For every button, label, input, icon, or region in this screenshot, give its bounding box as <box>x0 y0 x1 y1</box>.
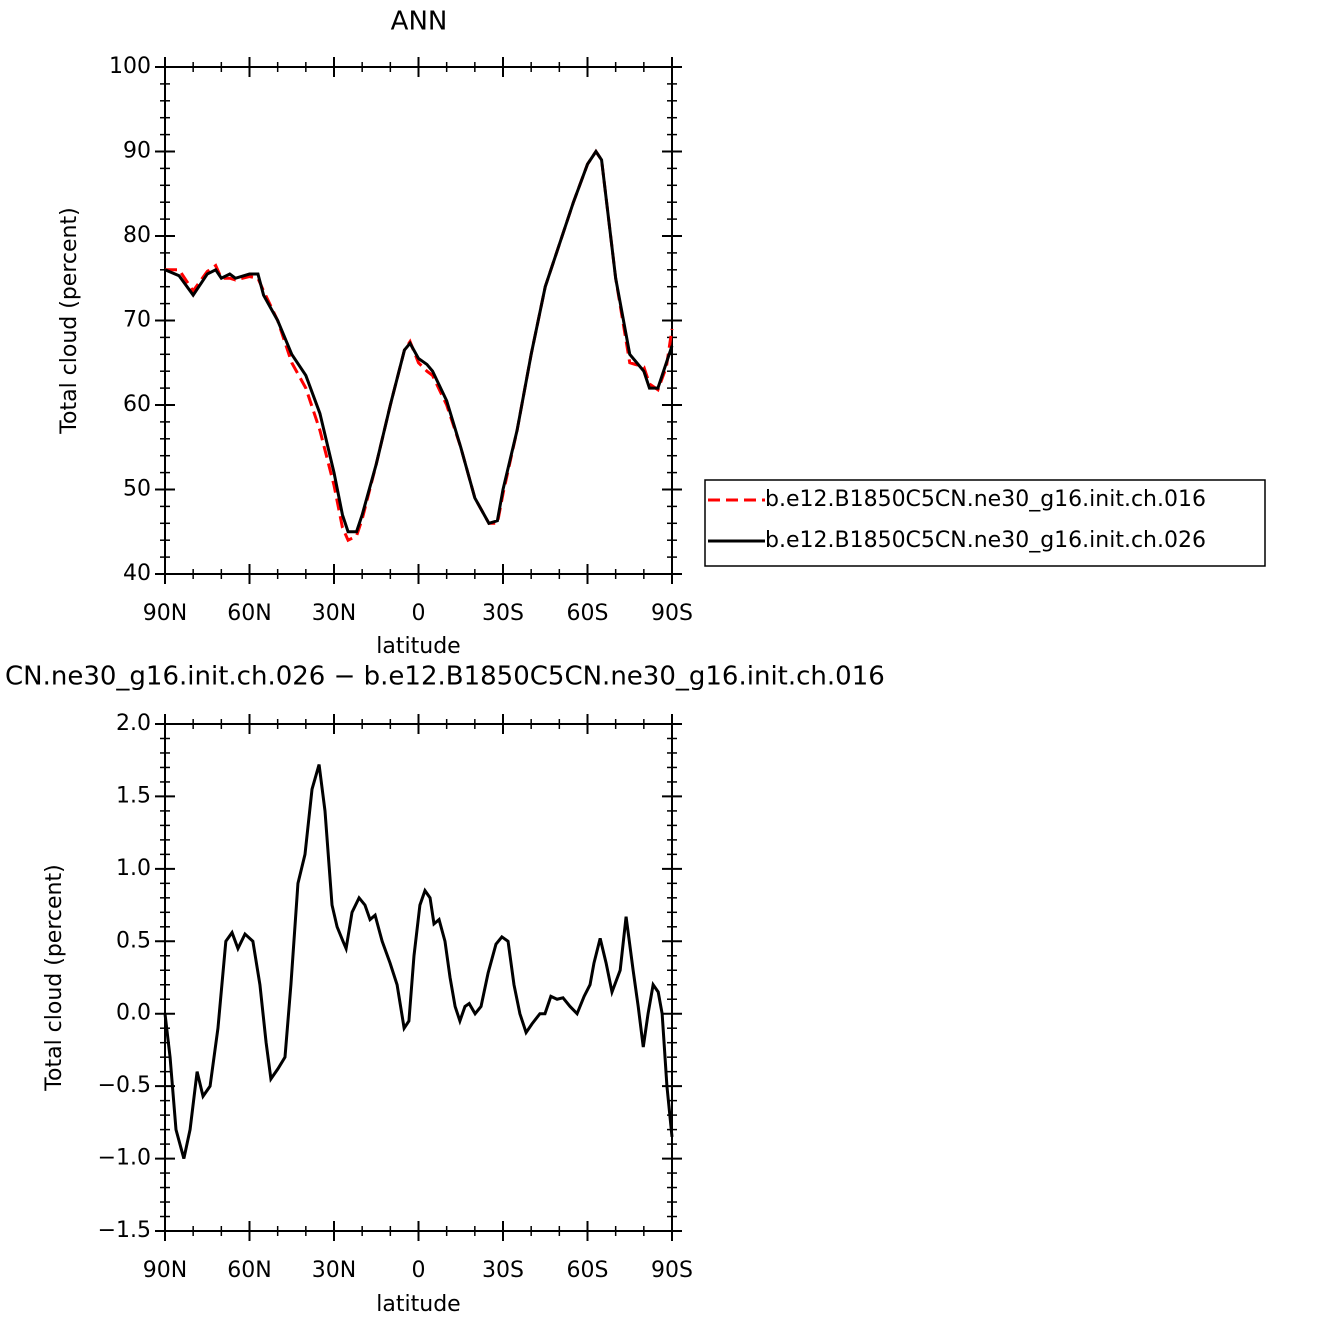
y-tick-label: −0.5 <box>98 1073 151 1098</box>
x-tick-label: 30S <box>482 601 524 626</box>
legend-label: b.e12.B1850C5CN.ne30_g16.init.ch.026 <box>765 528 1206 553</box>
x-tick-label: 60N <box>227 1258 271 1283</box>
x-tick-label: 90N <box>143 1258 187 1283</box>
legend-label: b.e12.B1850C5CN.ne30_g16.init.ch.016 <box>765 487 1206 512</box>
y-tick-label: 40 <box>123 561 151 586</box>
y-tick-label: 90 <box>123 139 151 164</box>
y-axis-label: Total cloud (percent) <box>57 207 82 434</box>
x-tick-label: 90S <box>651 1258 693 1283</box>
y-tick-label: 0.5 <box>116 928 151 953</box>
x-tick-label: 60S <box>567 1258 609 1283</box>
chart-title: CN.ne30_g16.init.ch.026 − b.e12.B1850C5C… <box>5 662 885 692</box>
y-tick-label: −1.0 <box>98 1146 151 1171</box>
series-line <box>165 148 674 543</box>
y-tick-label: 60 <box>123 392 151 417</box>
legend-box <box>704 479 1266 567</box>
x-tick-label: 0 <box>412 1258 426 1283</box>
y-axis-label: Total cloud (percent) <box>42 864 67 1091</box>
plot-frame <box>164 66 673 575</box>
y-tick-label: 100 <box>109 54 151 79</box>
x-tick-label: 30S <box>482 1258 524 1283</box>
series-line <box>163 764 674 1159</box>
y-tick-label: 1.5 <box>116 783 151 808</box>
y-tick-label: 2.0 <box>116 711 151 736</box>
series-line <box>164 148 674 534</box>
x-tick-label: 30N <box>312 601 356 626</box>
x-tick-label: 0 <box>412 601 426 626</box>
x-tick-label: 60S <box>567 601 609 626</box>
chart-title: ANN <box>391 7 448 37</box>
y-tick-label: −1.5 <box>98 1218 151 1243</box>
y-tick-label: 0.0 <box>116 1001 151 1026</box>
x-axis-label: latitude <box>376 1292 460 1317</box>
y-tick-label: 1.0 <box>116 856 151 881</box>
y-tick-label: 50 <box>123 477 151 502</box>
x-tick-label: 90N <box>143 601 187 626</box>
y-tick-label: 70 <box>123 308 151 333</box>
x-tick-label: 60N <box>227 601 271 626</box>
plot-frame <box>164 723 673 1232</box>
y-tick-label: 80 <box>123 223 151 248</box>
x-tick-label: 90S <box>651 601 693 626</box>
x-axis-label: latitude <box>376 634 460 659</box>
x-tick-label: 30N <box>312 1258 356 1283</box>
